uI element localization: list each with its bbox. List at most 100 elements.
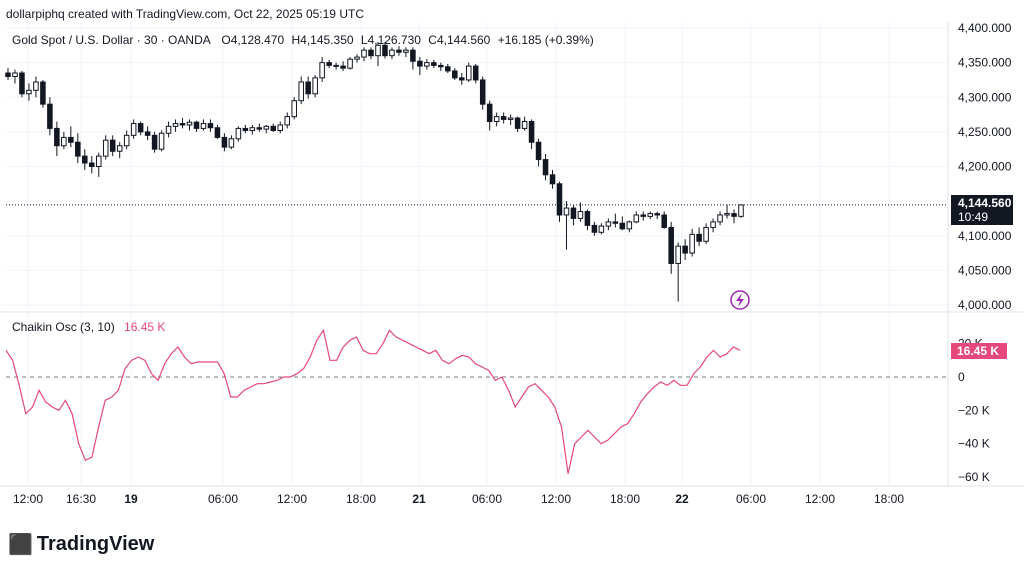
- lightning-icon: [736, 293, 744, 307]
- candle-body: [661, 214, 667, 228]
- attribution-text: dollarpiphq created with TradingView.com…: [6, 7, 364, 21]
- tv-logo-icon: ⬛: [8, 533, 33, 556]
- candle-body: [696, 233, 702, 242]
- candle-body: [375, 44, 381, 57]
- candle-body: [584, 211, 591, 226]
- candle-body: [528, 120, 535, 143]
- main-legend: Gold Spot / U.S. Dollar · 30 · OANDA O4,…: [12, 33, 594, 47]
- candlestick-series: [5, 41, 948, 310]
- change-value: +16.185 (+0.39%): [497, 33, 594, 47]
- candle-body: [396, 49, 402, 53]
- candle-body: [577, 211, 584, 219]
- high-value: H4,145.350: [291, 33, 354, 47]
- candle-body: [242, 127, 249, 131]
- candle-body: [403, 49, 409, 53]
- candle-body: [333, 64, 339, 67]
- time-tick-label: 06:00: [472, 492, 502, 506]
- candle-body: [424, 62, 430, 67]
- alert-lightning-icon: [730, 290, 750, 310]
- price-tick-label: 4,250.000: [958, 125, 1012, 139]
- price-tick-label: 4,300.000: [958, 90, 1012, 104]
- price-tick-label: 4,200.000: [958, 160, 1012, 174]
- candle-body: [193, 121, 200, 129]
- time-tick-label: 16:30: [66, 492, 96, 506]
- time-tick-label: 22: [675, 492, 689, 506]
- candle-body: [452, 70, 458, 79]
- candle-body: [186, 121, 193, 126]
- candle-body: [438, 64, 444, 68]
- candle-body: [284, 116, 291, 126]
- candle-body: [738, 204, 744, 217]
- candle-body: [312, 77, 318, 95]
- candle-body: [340, 65, 346, 69]
- symbol-label[interactable]: Gold Spot / U.S. Dollar · 30 · OANDA: [12, 33, 211, 47]
- price-tick-label: 4,000.000: [958, 298, 1012, 312]
- candle-body: [305, 81, 311, 95]
- chart-canvas[interactable]: 4,000.0004,050.0004,100.0004,150.0004,20…: [0, 22, 1024, 522]
- indicator-name[interactable]: Chaikin Osc (3, 10): [12, 320, 115, 334]
- candle-body: [179, 123, 186, 126]
- candle-body: [465, 65, 472, 81]
- time-tick-label: 12:00: [13, 492, 43, 506]
- candle-body: [207, 123, 214, 129]
- candle-body: [500, 116, 507, 120]
- candle-body: [270, 125, 277, 131]
- time-tick-label: 18:00: [610, 492, 640, 506]
- candle-body: [556, 183, 563, 216]
- candle-body: [724, 213, 730, 216]
- candle-body: [68, 136, 74, 143]
- candle-body: [717, 214, 723, 223]
- last-price-value: 4,144.560: [958, 196, 1012, 210]
- candle-body: [731, 213, 737, 217]
- candle-body: [410, 49, 416, 62]
- tradingview-logo[interactable]: ⬛ TradingView: [8, 531, 154, 557]
- candle-body: [640, 214, 647, 217]
- close-value: C4,144.560: [428, 33, 491, 47]
- oscillator-tick-label: −40 K: [958, 437, 990, 451]
- candle-body: [263, 125, 270, 130]
- candle-body: [549, 174, 556, 185]
- candle-body: [256, 127, 263, 130]
- candle-body: [235, 127, 242, 140]
- price-tick-label: 4,400.000: [958, 22, 1012, 35]
- candle-body: [598, 225, 605, 233]
- candle-body: [61, 136, 67, 147]
- candle-body: [82, 155, 88, 164]
- candle-body: [626, 221, 633, 230]
- last-price-badge: 4,144.560 10:49: [951, 195, 1013, 225]
- price-tick-label: 4,100.000: [958, 229, 1012, 243]
- candle-body: [703, 226, 709, 242]
- candle-body: [75, 141, 81, 157]
- candle-body: [249, 127, 256, 131]
- candle-body: [689, 233, 695, 254]
- candle-body: [291, 100, 297, 118]
- time-tick-label: 18:00: [874, 492, 904, 506]
- candle-body: [605, 221, 612, 227]
- candle-body: [109, 139, 116, 152]
- candle-body: [12, 72, 18, 77]
- candle-body: [319, 62, 325, 79]
- candle-body: [158, 132, 165, 150]
- candle-body: [535, 141, 542, 161]
- candle-body: [221, 136, 228, 148]
- candle-body: [228, 138, 235, 148]
- candle-body: [200, 123, 207, 129]
- candle-body: [144, 131, 151, 136]
- candle-body: [47, 103, 53, 129]
- candle-body: [417, 60, 423, 67]
- low-value: L4,126.730: [360, 33, 421, 47]
- time-tick-label: 12:00: [805, 492, 835, 506]
- price-tick-label: 4,350.000: [958, 56, 1012, 70]
- chaikin-oscillator-line: [5, 328, 741, 474]
- candle-body: [326, 62, 332, 66]
- time-tick-label: 12:00: [277, 492, 307, 506]
- candle-body: [675, 245, 681, 264]
- candle-body: [563, 207, 570, 216]
- candle-body: [591, 224, 598, 233]
- indicator-legend: Chaikin Osc (3, 10) 16.45 K: [12, 320, 165, 334]
- time-tick-label: 12:00: [541, 492, 571, 506]
- candle-body: [542, 159, 549, 176]
- candle-body: [654, 213, 660, 216]
- oscillator-series: [5, 328, 948, 474]
- open-value: O4,128.470: [221, 33, 285, 47]
